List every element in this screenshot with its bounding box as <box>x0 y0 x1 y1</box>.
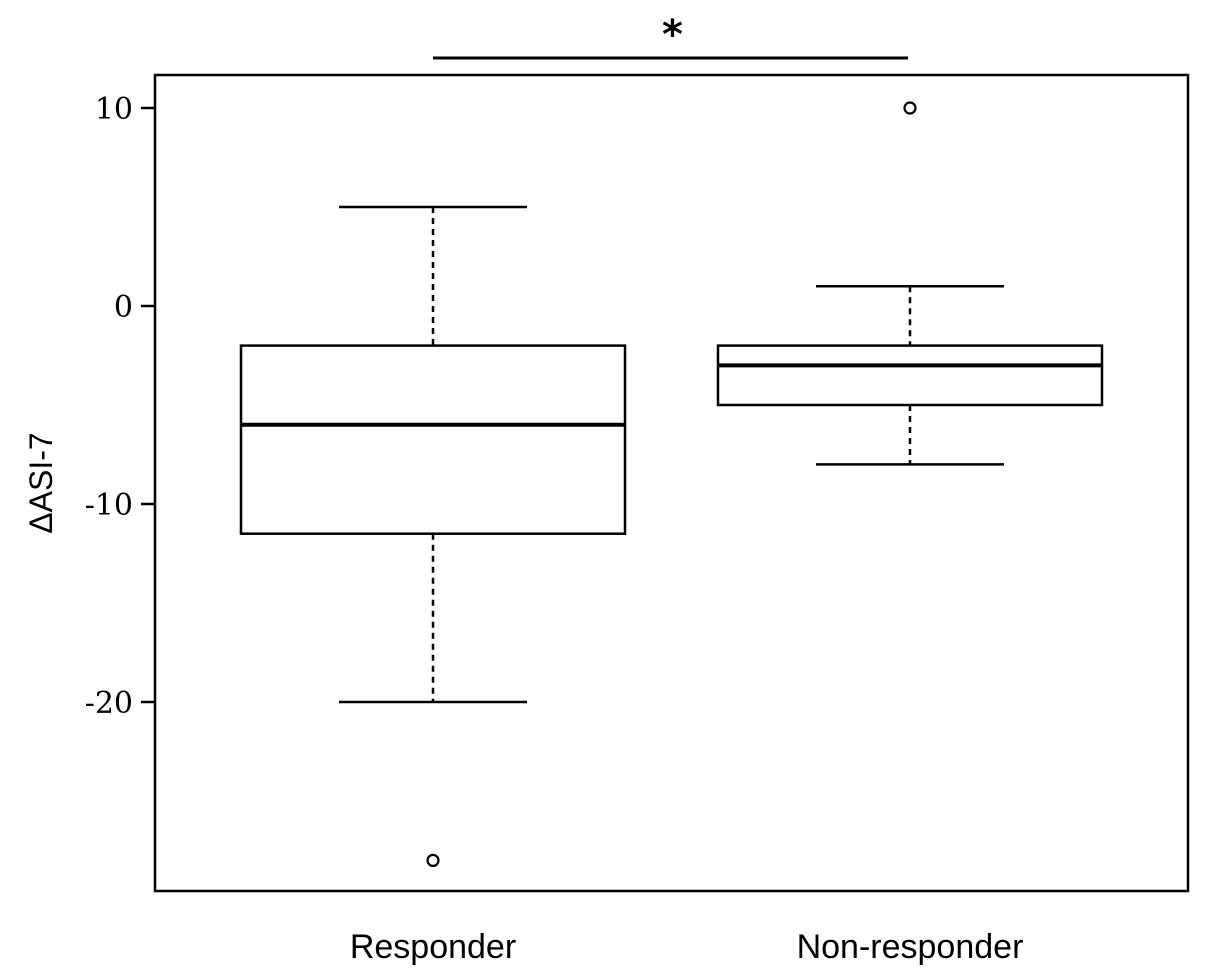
outlier-point <box>903 101 917 115</box>
x-category-label: Responder <box>350 928 516 966</box>
y-tick-label: -20 <box>85 686 133 721</box>
iqr-box <box>239 344 627 535</box>
plot-frame <box>153 73 1190 893</box>
outlier-point <box>426 853 440 868</box>
box-1 <box>239 205 627 868</box>
x-axis-labels: Responder Non-responder <box>350 928 1024 966</box>
box-series <box>239 101 1104 868</box>
significance-annotation: * <box>433 12 908 60</box>
box-2 <box>716 101 1104 466</box>
y-tick-label: -10 <box>85 488 133 523</box>
y-axis: 10 0 -10 -20 <box>85 92 155 721</box>
y-tick-label: 0 <box>114 290 133 325</box>
significance-asterisk: * <box>662 12 683 58</box>
iqr-box <box>716 344 1104 407</box>
x-category-label: Non-responder <box>797 928 1024 966</box>
y-tick-label: 10 <box>95 92 133 127</box>
y-axis-title: ΔASI-7 <box>23 432 59 533</box>
